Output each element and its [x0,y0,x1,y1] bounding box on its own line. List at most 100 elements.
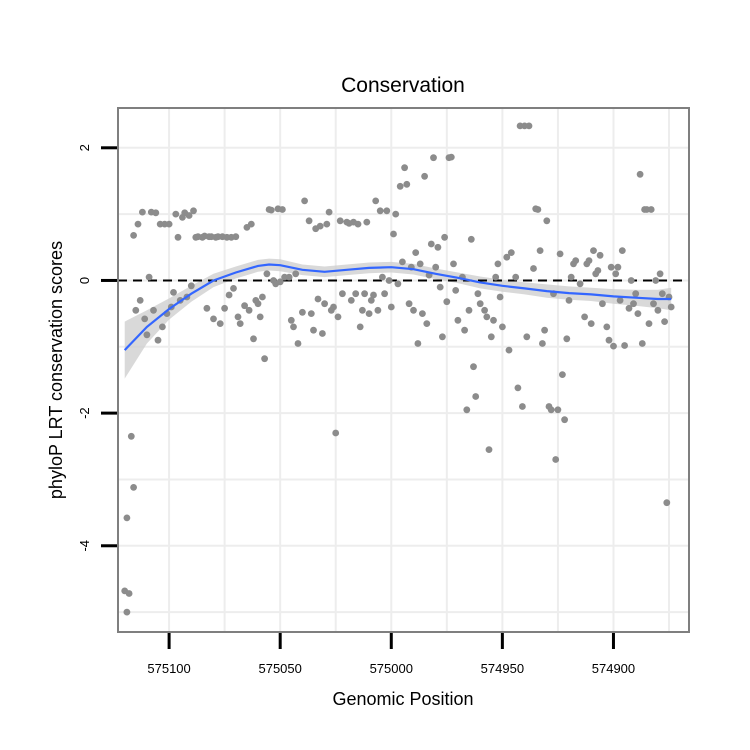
data-point [321,300,328,308]
data-point [294,340,302,347]
data-point [441,233,448,241]
data-point [565,297,573,304]
data-point [638,340,646,347]
data-point [503,253,511,261]
x-tick-label: 574900 [592,661,635,676]
data-point [132,306,140,314]
data-point [136,297,144,304]
data-point [632,290,640,298]
data-point [365,310,373,317]
data-point [554,406,562,414]
data-point [576,280,584,288]
y-tick-label: 0 [77,277,92,284]
data-point [476,300,484,308]
x-axis: 575100 575050 575000 574950 574900 [147,633,635,676]
data-point [379,273,386,281]
data-point [612,270,620,278]
data-point [514,384,522,392]
data-point [563,335,571,343]
data-point [485,446,493,453]
data-point [361,290,368,298]
data-point [552,456,560,463]
data-point [556,250,564,258]
data-point [394,280,402,288]
data-point [172,210,180,218]
data-point [399,258,406,266]
data-point [221,304,229,312]
data-point [661,318,668,325]
data-point [125,590,133,597]
data-point [596,251,604,259]
data-point [134,220,142,228]
data-point [187,282,195,290]
data-point [185,212,193,219]
data-point [299,308,306,316]
data-point [276,278,284,286]
data-point [230,285,237,292]
data-point [336,217,344,225]
data-point [490,316,497,324]
data-point [367,297,375,304]
data-point [396,182,404,190]
data-point [383,207,391,215]
data-point [152,209,160,217]
data-point [618,247,626,255]
data-point [434,243,442,251]
data-point [481,306,488,314]
data-point [332,429,340,437]
data-point [523,333,531,341]
data-point [123,608,131,616]
data-point [650,300,657,308]
data-point [392,210,400,218]
data-point [423,320,431,327]
data-point [250,335,257,343]
y-axis-title: phyloP LRT conservation scores [46,241,66,499]
data-point [127,432,135,440]
data-point [416,260,424,268]
data-point [412,249,420,256]
loess-fit-line [123,263,672,351]
data-point [634,310,642,317]
data-point [305,217,313,225]
data-point [636,170,644,178]
data-point [225,291,233,299]
data-point [587,320,595,327]
data-point [625,304,633,312]
data-point [541,326,548,334]
data-point [474,290,482,298]
data-point [241,302,249,310]
data-point [470,363,477,371]
data-point [254,300,262,308]
data-point [454,316,462,324]
data-point [581,313,588,321]
chart-title: Conservation [341,74,465,97]
data-point [534,206,542,213]
data-point [658,290,666,298]
data-point [330,303,337,311]
data-point [359,306,366,314]
data-point [492,273,500,281]
data-point [419,310,426,317]
data-point [216,320,224,327]
data-point [405,300,413,308]
data-point [143,331,151,339]
data-point [614,263,622,271]
data-point [245,306,253,314]
data-point [512,273,520,281]
data-point [130,232,138,239]
data-point [472,393,480,400]
x-tick-label: 575000 [370,661,413,676]
data-point [487,333,495,341]
data-point [465,306,473,314]
data-point [590,247,597,255]
data-point [387,303,395,311]
data-point [667,303,675,311]
data-point [654,306,662,314]
data-point [483,313,491,321]
data-point [647,206,655,213]
data-point [656,270,664,278]
data-point [467,235,475,243]
data-point [263,270,271,278]
data-point [319,330,326,337]
